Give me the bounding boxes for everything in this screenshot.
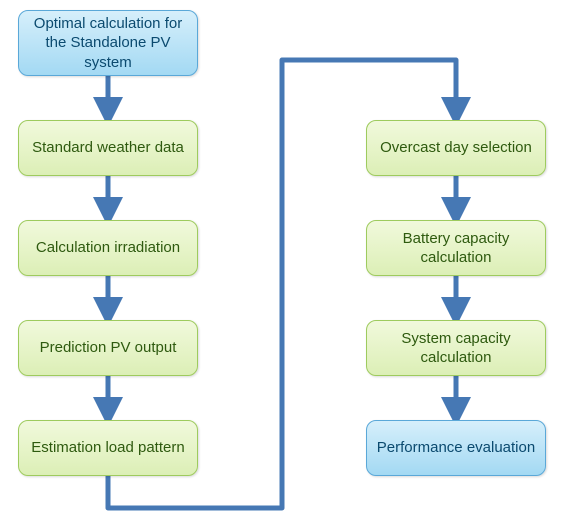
flow-node-n3: Calculation irradiation xyxy=(18,220,198,276)
flow-node-n6: Overcast day selection xyxy=(366,120,546,176)
flow-node-n1: Optimal calculation for the Standalone P… xyxy=(18,10,198,76)
flow-node-label: System capacity calculation xyxy=(375,329,537,367)
flow-node-n8: System capacity calculation xyxy=(366,320,546,376)
flow-node-n9: Performance evaluation xyxy=(366,420,546,476)
flow-node-n7: Battery capacity calculation xyxy=(366,220,546,276)
flow-node-label: Estimation load pattern xyxy=(31,438,184,457)
flow-node-n2: Standard weather data xyxy=(18,120,198,176)
flow-node-n5: Estimation load pattern xyxy=(18,420,198,476)
flow-node-label: Battery capacity calculation xyxy=(375,229,537,267)
flow-node-label: Prediction PV output xyxy=(40,338,177,357)
flow-node-label: Optimal calculation for the Standalone P… xyxy=(27,14,189,72)
flow-node-label: Standard weather data xyxy=(32,138,184,157)
flow-node-n4: Prediction PV output xyxy=(18,320,198,376)
flow-node-label: Overcast day selection xyxy=(380,138,532,157)
flow-node-label: Performance evaluation xyxy=(377,438,535,457)
flow-node-label: Calculation irradiation xyxy=(36,238,180,257)
flowchart-canvas: Optimal calculation for the Standalone P… xyxy=(0,0,580,526)
